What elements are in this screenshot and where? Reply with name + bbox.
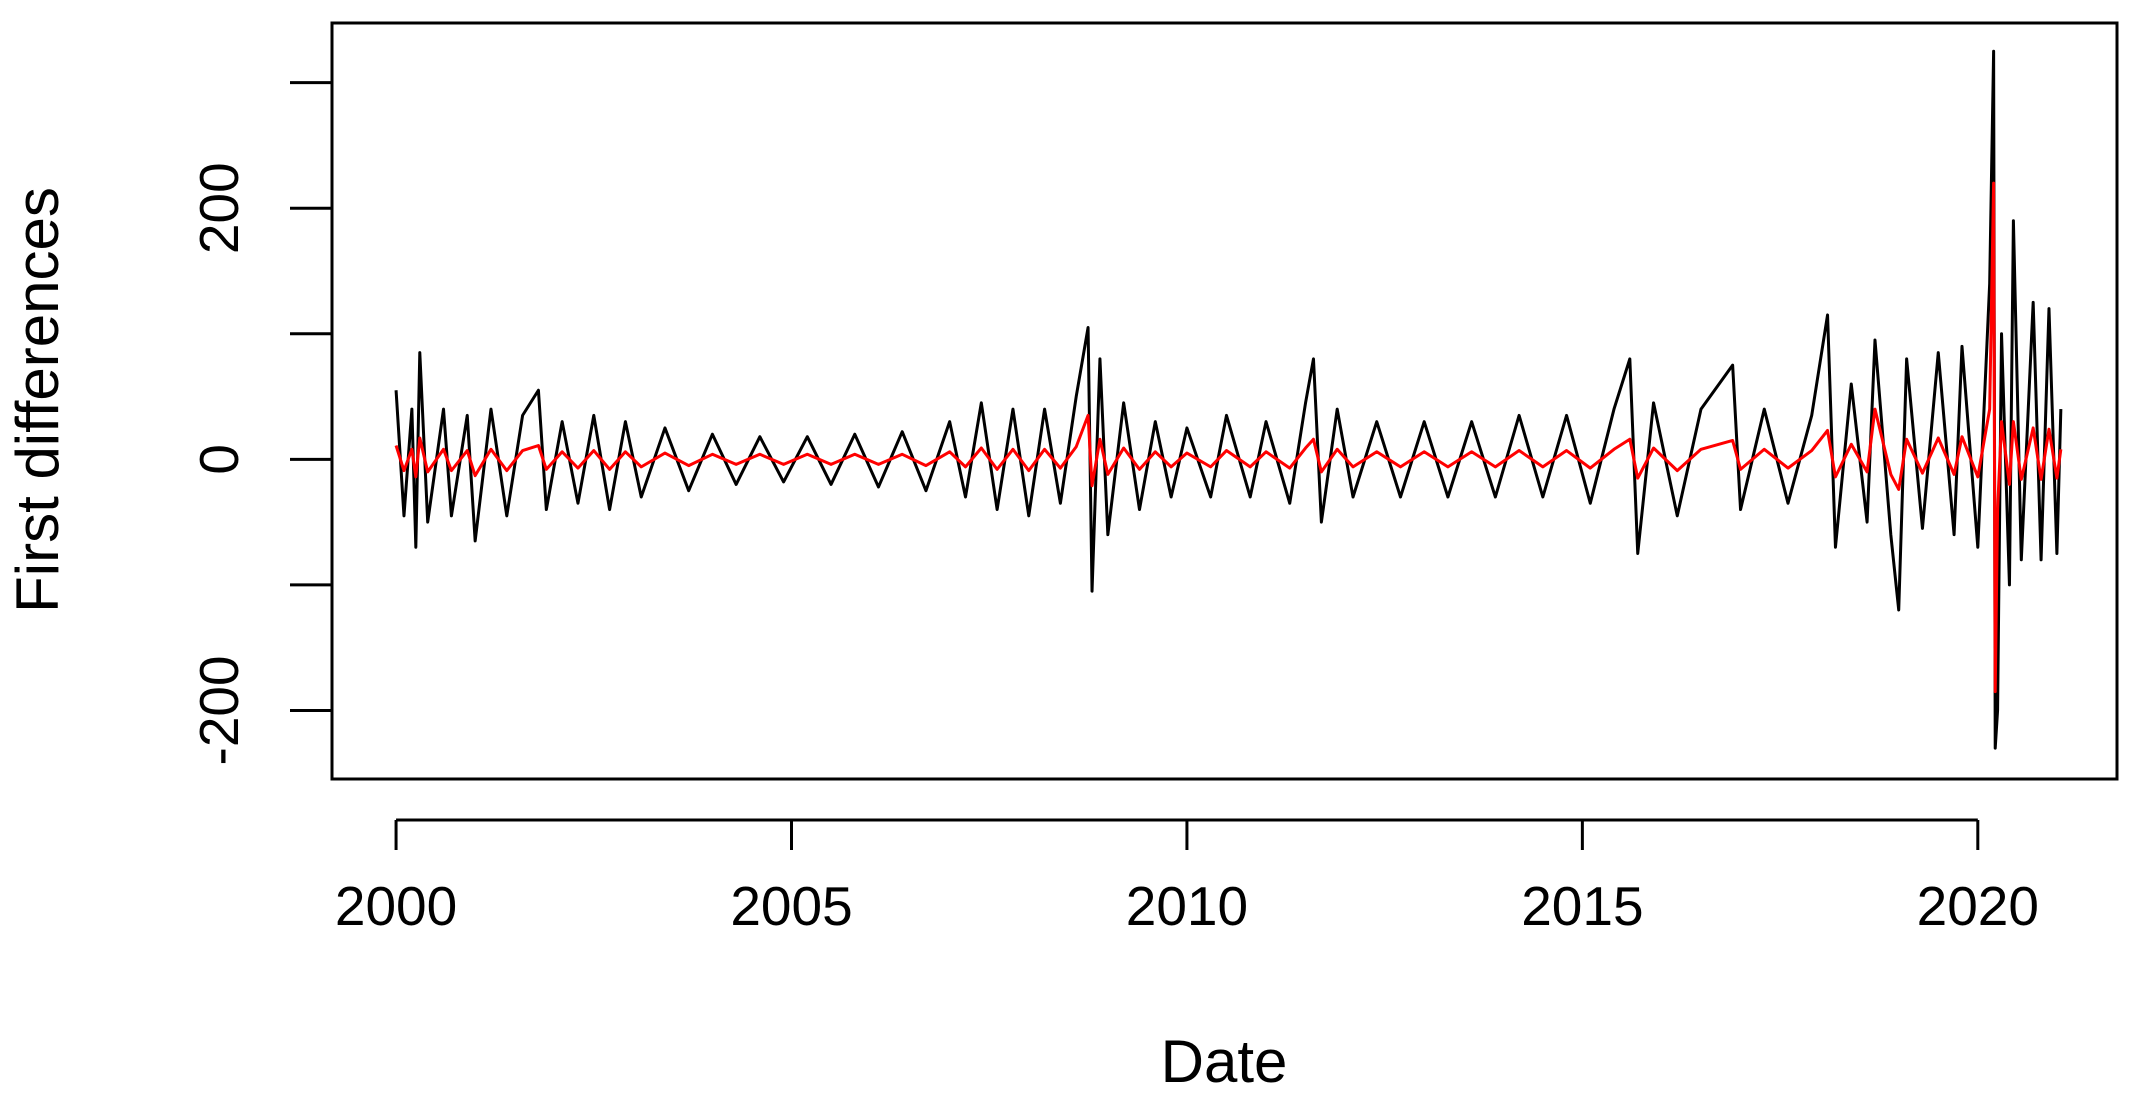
series-line — [394, 49, 2063, 750]
y-tick-label: -200 — [188, 655, 250, 765]
plot-frame — [330, 21, 2119, 781]
series-line — [394, 181, 2063, 694]
x-tick-label: 2010 — [1126, 875, 1248, 937]
y-tick-label: 200 — [188, 162, 250, 254]
x-tick-label: 2005 — [730, 875, 852, 937]
x-tick-label: 2015 — [1521, 875, 1643, 937]
y-tick-label: 0 — [188, 444, 250, 475]
x-axis-title: Date — [1161, 1028, 1288, 1095]
x-tick-label: 2020 — [1917, 875, 2039, 937]
x-tick-label: 2000 — [335, 875, 457, 937]
y-axis-title: First differences — [4, 187, 71, 613]
